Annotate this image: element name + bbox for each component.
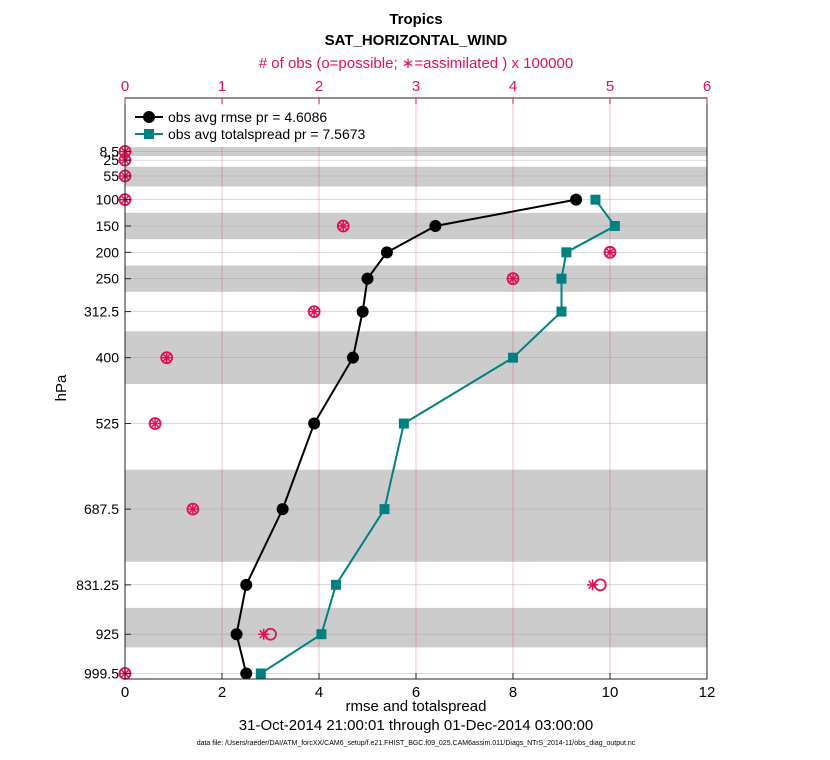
assimilated-obs-marker bbox=[149, 418, 161, 430]
totalspread-point bbox=[556, 306, 567, 317]
y-tick-label: 55 bbox=[103, 168, 119, 184]
y-tick-label: 525 bbox=[96, 416, 120, 432]
rmse-point bbox=[356, 305, 369, 318]
totalspread-point bbox=[316, 629, 327, 640]
assimilated-star-stroke bbox=[605, 247, 615, 257]
chart-subtitle: SAT_HORIZONTAL_WIND bbox=[325, 32, 508, 49]
assimilated-star-stroke bbox=[309, 307, 319, 317]
y-tick-label: 100 bbox=[96, 192, 120, 208]
bottom-tick-label: 8 bbox=[509, 684, 517, 701]
x-axis-label: rmse and totalspread bbox=[346, 698, 487, 715]
top-tick-label: 0 bbox=[121, 78, 129, 95]
bottom-tick-label: 0 bbox=[121, 684, 129, 701]
legend-rmse-label: obs avg rmse pr = 4.6086 bbox=[168, 109, 327, 125]
shaded-band bbox=[125, 607, 707, 648]
assimilated-star-stroke bbox=[508, 274, 518, 284]
assimilated-obs-marker bbox=[187, 503, 199, 515]
rmse-point bbox=[361, 272, 374, 285]
bottom-tick-label: 2 bbox=[218, 684, 226, 701]
shaded-bands bbox=[125, 146, 707, 648]
y-tick-label: 687.5 bbox=[84, 501, 119, 517]
legend-rmse-marker bbox=[143, 111, 155, 123]
bottom-tick-label: 10 bbox=[602, 684, 619, 701]
assimilated-star-stroke bbox=[162, 353, 172, 363]
assimilated-obs-marker bbox=[507, 273, 519, 285]
totalspread-point bbox=[255, 668, 266, 679]
top-tick-label: 4 bbox=[509, 78, 517, 95]
totalspread-point bbox=[556, 273, 567, 284]
y-tick-label: 831.25 bbox=[76, 577, 119, 593]
assimilated-obs-marker bbox=[258, 628, 270, 640]
rmse-point bbox=[380, 246, 393, 259]
chart-title: Tropics bbox=[389, 11, 442, 28]
date-range: 31-Oct-2014 21:00:01 through 01-Dec-2014… bbox=[239, 717, 593, 734]
rmse-point bbox=[240, 667, 253, 680]
bottom-tick-label: 4 bbox=[315, 684, 323, 701]
top-tick-label: 6 bbox=[703, 78, 711, 95]
y-tick-label: 8.5 bbox=[100, 143, 120, 159]
assimilated-star-stroke bbox=[588, 580, 597, 590]
top-tick-label: 5 bbox=[606, 78, 614, 95]
top-axis-ticks: 0 1 2 3 4 5 6 bbox=[121, 78, 711, 104]
assimilated-star-stroke bbox=[338, 221, 348, 231]
assimilated-obs-marker bbox=[161, 352, 173, 364]
series-lines bbox=[230, 193, 620, 680]
y-tick-label: 400 bbox=[96, 350, 120, 366]
y-tick-label: 999.5 bbox=[84, 665, 119, 681]
y-tick-label: 250 bbox=[96, 271, 120, 287]
totalspread-point bbox=[330, 579, 341, 590]
legend-spread-label: obs avg totalspread pr = 7.5673 bbox=[168, 126, 366, 142]
rmse-point bbox=[240, 578, 253, 591]
shaded-band bbox=[125, 166, 707, 187]
y-tick-label: 150 bbox=[96, 218, 120, 234]
assimilated-star-stroke bbox=[259, 629, 269, 639]
totalspread-point bbox=[379, 504, 390, 515]
legend: obs avg rmse pr = 4.6086 obs avg totalsp… bbox=[131, 105, 391, 147]
top-axis-label: # of obs (o=possible; ∗=assimilated ) x … bbox=[259, 55, 573, 72]
assimilated-star-stroke bbox=[150, 419, 160, 428]
totalspread-point bbox=[590, 194, 601, 205]
top-tick-label: 1 bbox=[218, 78, 226, 95]
y-tick-label: 925 bbox=[96, 626, 120, 642]
rmse-point bbox=[570, 193, 583, 206]
assimilated-star-stroke bbox=[188, 504, 198, 514]
top-tick-label: 3 bbox=[412, 78, 420, 95]
rmse-point bbox=[346, 351, 359, 364]
rmse-point bbox=[230, 628, 243, 641]
shaded-band bbox=[125, 469, 707, 562]
y-axis-label: hPa bbox=[53, 374, 70, 401]
rmse-point bbox=[429, 219, 442, 232]
assimilated-obs-marker bbox=[337, 220, 349, 232]
y-tick-label: 312.5 bbox=[84, 304, 119, 320]
bottom-axis-ticks: 0 2 4 6 8 10 12 bbox=[121, 673, 716, 701]
bottom-tick-label: 12 bbox=[699, 684, 716, 701]
assimilated-obs-marker bbox=[604, 246, 616, 258]
rmse-point bbox=[308, 417, 321, 430]
rmse-point bbox=[276, 503, 289, 516]
y-tick-label: 200 bbox=[96, 244, 120, 260]
assimilated-obs-marker bbox=[308, 306, 320, 318]
totalspread-point bbox=[561, 247, 572, 258]
bottom-tick-label: 6 bbox=[412, 684, 420, 701]
data-file-note: data file: /Users/raeder/DAI/ATM_forcXX/… bbox=[197, 740, 636, 747]
y-tick-label: 25 bbox=[103, 152, 119, 168]
top-tick-label: 2 bbox=[315, 78, 323, 95]
totalspread-point bbox=[508, 352, 518, 363]
legend-spread-marker bbox=[144, 129, 154, 139]
totalspread-point bbox=[609, 220, 620, 231]
totalspread-point bbox=[398, 418, 409, 429]
legend-box bbox=[131, 105, 391, 147]
assimilated-obs-marker bbox=[587, 579, 599, 591]
